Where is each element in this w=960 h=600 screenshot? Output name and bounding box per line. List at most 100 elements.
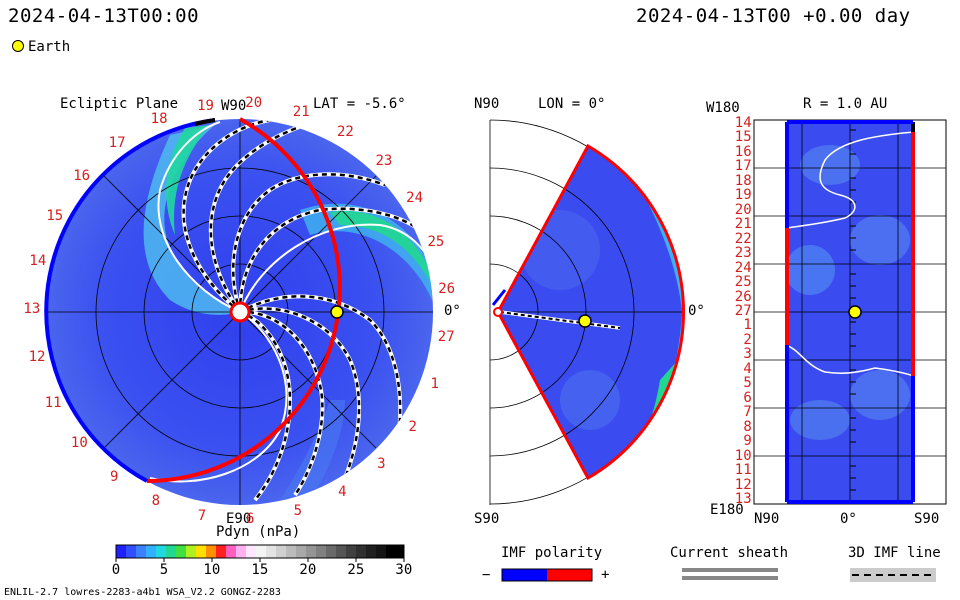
radial-y-tick-label: 3 bbox=[743, 346, 752, 363]
timestamp-left: 2024-04-13T00:00 bbox=[8, 5, 200, 27]
carrington-tick-label: 3 bbox=[377, 455, 386, 472]
imf-line-legend bbox=[850, 568, 936, 582]
carrington-tick-label: 21 bbox=[292, 104, 310, 121]
colorbar-tick-label: 20 bbox=[299, 562, 317, 578]
radial-y-tick-label: 21 bbox=[734, 216, 752, 233]
carrington-tick-label: 17 bbox=[108, 135, 126, 152]
radial-y-tick-label: 27 bbox=[734, 303, 752, 319]
radial-y-tick-label: 24 bbox=[734, 259, 752, 276]
colorbar-title: Pdyn (nPa) bbox=[216, 524, 301, 540]
carrington-tick-label: 20 bbox=[245, 95, 263, 112]
pdyn-colorbar bbox=[115, 544, 405, 562]
carrington-tick-label: 9 bbox=[110, 468, 119, 485]
current-sheath-legend bbox=[682, 568, 778, 580]
sun-marker bbox=[229, 301, 251, 323]
radial-w180-label: W180 bbox=[706, 100, 740, 116]
radial-y-tick-label: 23 bbox=[734, 245, 752, 262]
radial-y-tick-label: 13 bbox=[734, 491, 752, 507]
carrington-tick-label: 10 bbox=[70, 435, 88, 452]
carrington-tick-label: 27 bbox=[437, 328, 455, 345]
radial-y-tick-label: 1 bbox=[743, 317, 752, 334]
model-info: ENLIL-2.7 lowres-2283-a4b1 WSA_V2.2 GONG… bbox=[4, 587, 281, 598]
carrington-tick-label: 7 bbox=[197, 507, 207, 524]
radial-axis-n90: N90 bbox=[754, 511, 780, 527]
radial-y-tick-label: 4 bbox=[743, 360, 752, 377]
colorbar-tick-label: 25 bbox=[347, 562, 365, 578]
carrington-tick-label: 18 bbox=[150, 111, 168, 128]
meridional-s90-label: S90 bbox=[474, 511, 500, 527]
radial-r-label: R = 1.0 AU bbox=[803, 96, 888, 112]
radial-y-tick-label: 14 bbox=[734, 115, 752, 131]
radial-y-tick-label: 25 bbox=[734, 274, 752, 291]
radial-y-tick-label: 22 bbox=[734, 230, 752, 247]
ecliptic-bottom-label: E90 bbox=[226, 511, 252, 527]
radial-e180-label: E180 bbox=[710, 502, 744, 518]
radial-y-tick-label: 7 bbox=[743, 404, 752, 421]
meridional-lon-label: LON = 0° bbox=[538, 96, 606, 112]
radial-y-tick-label: 19 bbox=[734, 187, 752, 204]
carrington-tick-label: 25 bbox=[427, 233, 445, 250]
carrington-tick-label: 5 bbox=[293, 502, 303, 519]
earth-marker-ecliptic bbox=[330, 305, 344, 319]
radial-axis-zero: 0° bbox=[840, 511, 857, 527]
polarity-ring-positive bbox=[146, 117, 342, 483]
earth-legend-label: Earth bbox=[28, 39, 71, 55]
carrington-tick-label: 24 bbox=[406, 190, 424, 207]
radial-y-tick-label: 18 bbox=[734, 172, 752, 189]
colorbar-tick-label: 15 bbox=[251, 562, 269, 578]
earth-marker-meridional bbox=[578, 314, 592, 328]
ecliptic-title: Ecliptic Plane bbox=[60, 96, 179, 112]
meridional-right-label: 0° bbox=[688, 303, 705, 319]
colorbar-tick-label: 0 bbox=[111, 562, 121, 578]
carrington-tick-label: 13 bbox=[23, 301, 41, 318]
carrington-tick-label: 16 bbox=[73, 167, 91, 184]
radial-y-tick-label: 5 bbox=[743, 375, 752, 392]
ecliptic-top-label: W90 bbox=[221, 98, 247, 114]
polarity-ring-negative bbox=[44, 118, 216, 483]
radial-y-tick-label: 15 bbox=[734, 129, 752, 146]
meridional-n90-label: N90 bbox=[474, 96, 500, 112]
carrington-tick-label: 19 bbox=[197, 97, 214, 114]
imf-polarity-legend bbox=[501, 568, 593, 582]
radial-y-tick-label: 20 bbox=[734, 201, 752, 218]
radial-axis-s90: S90 bbox=[914, 511, 940, 527]
meridional-panel bbox=[489, 119, 685, 505]
carrington-tick-label: 14 bbox=[29, 253, 47, 270]
radial-y-tick-label: 2 bbox=[743, 331, 752, 348]
earth-legend: Earth bbox=[12, 39, 70, 55]
colorbar-tick-label: 5 bbox=[159, 562, 169, 578]
radial-y-tick-label: 12 bbox=[734, 476, 752, 493]
earth-marker-radial bbox=[848, 305, 862, 319]
radial-panel bbox=[753, 119, 947, 505]
radial-y-tick-label: 17 bbox=[734, 158, 752, 175]
imf-polarity-minus: − bbox=[482, 567, 491, 583]
carrington-tick-label: 15 bbox=[46, 208, 64, 225]
carrington-tick-label: 11 bbox=[44, 394, 62, 411]
timestamp-right: 2024-04-13T00 +0.00 day bbox=[636, 5, 911, 27]
carrington-tick-label: 22 bbox=[336, 123, 354, 140]
radial-y-tick-label: 9 bbox=[743, 433, 752, 450]
earth-legend-icon bbox=[12, 40, 24, 52]
colorbar-tick-label: 30 bbox=[395, 562, 413, 578]
ecliptic-panel bbox=[44, 117, 433, 505]
ecliptic-right-label: 0° bbox=[444, 303, 461, 319]
radial-y-tick-label: 6 bbox=[743, 389, 752, 406]
radial-y-tick-label: 11 bbox=[734, 462, 752, 479]
radial-y-tick-label: 16 bbox=[734, 143, 752, 160]
ecliptic-lat-label: LAT = -5.6° bbox=[313, 96, 406, 112]
carrington-tick-label: 12 bbox=[28, 349, 46, 366]
carrington-tick-label: 26 bbox=[438, 280, 456, 297]
current-sheath-title: Current sheath bbox=[670, 545, 789, 561]
radial-y-tick-label: 26 bbox=[734, 288, 752, 305]
imf-line-title: 3D IMF line bbox=[848, 545, 941, 561]
carrington-tick-label: 8 bbox=[151, 493, 161, 510]
carrington-tick-label: 6 bbox=[245, 510, 255, 527]
carrington-tick-label: 2 bbox=[408, 418, 417, 435]
carrington-tick-label: 4 bbox=[338, 484, 347, 501]
imf-polarity-plus: + bbox=[601, 567, 610, 583]
carrington-tick-label: 1 bbox=[430, 375, 439, 392]
radial-y-tick-label: 10 bbox=[734, 447, 752, 464]
imf-polarity-title: IMF polarity bbox=[501, 545, 603, 561]
radial-y-tick-label: 8 bbox=[743, 418, 752, 435]
